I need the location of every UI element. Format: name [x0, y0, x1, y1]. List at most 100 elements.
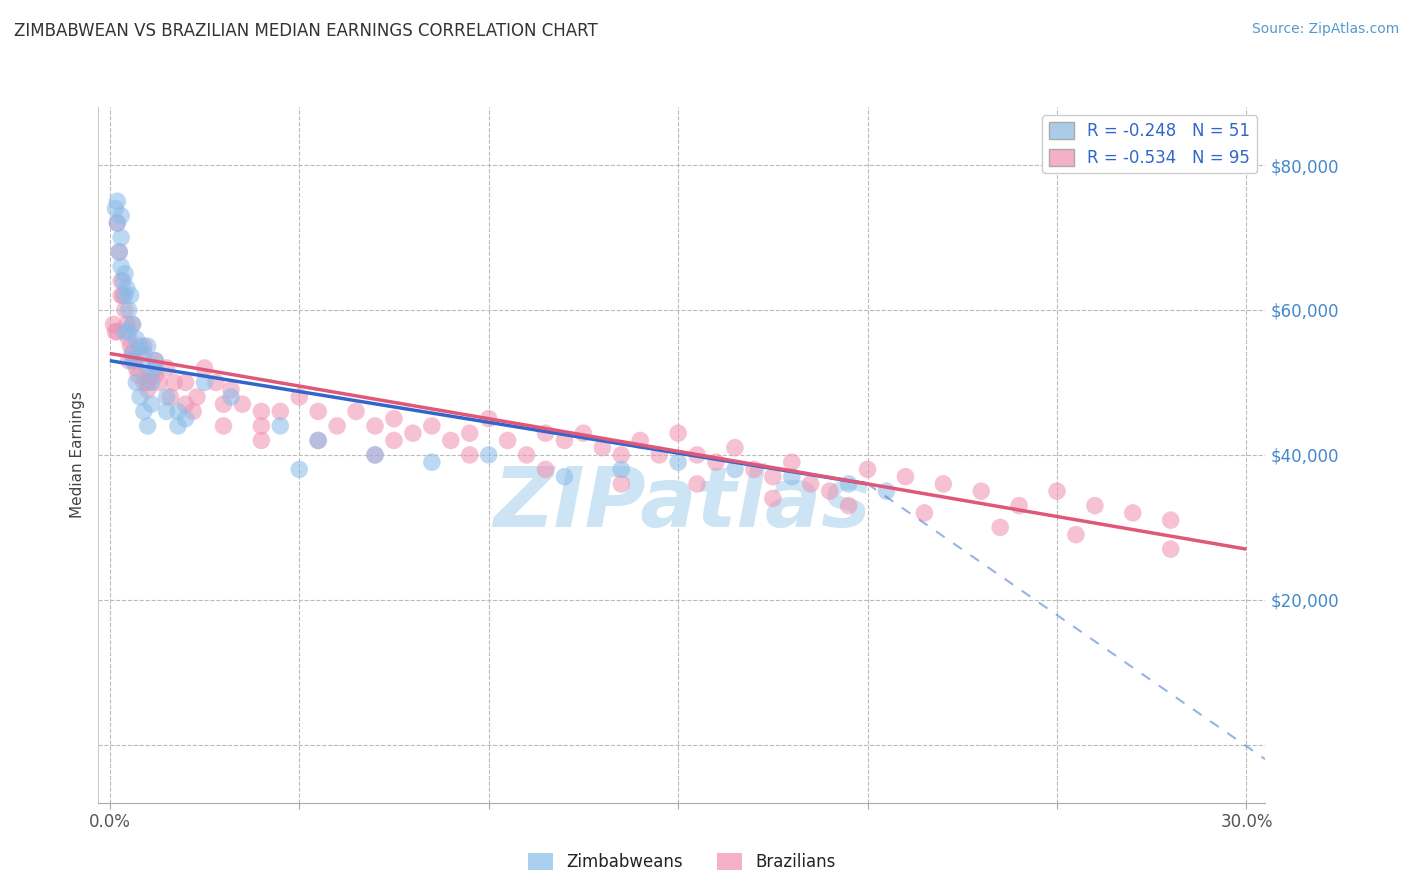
Point	[762, 469, 785, 483]
Point	[143, 353, 166, 368]
Point	[610, 448, 633, 462]
Point	[440, 434, 463, 448]
Point	[988, 520, 1011, 534]
Point	[129, 390, 152, 404]
Point	[648, 448, 671, 462]
Point	[250, 419, 273, 434]
Point	[666, 426, 689, 441]
Point	[104, 202, 127, 216]
Point	[167, 404, 190, 418]
Point	[174, 376, 197, 390]
Point	[118, 332, 141, 346]
Point	[193, 376, 215, 390]
Point	[125, 376, 148, 390]
Point	[780, 455, 803, 469]
Point	[1122, 506, 1144, 520]
Point	[742, 462, 765, 476]
Point	[118, 353, 141, 368]
Point	[326, 419, 349, 434]
Point	[572, 426, 595, 441]
Point	[174, 397, 197, 411]
Point	[666, 455, 689, 469]
Point	[762, 491, 785, 506]
Point	[110, 274, 132, 288]
Point	[104, 325, 127, 339]
Point	[478, 448, 501, 462]
Point	[114, 325, 136, 339]
Point	[136, 419, 159, 434]
Point	[110, 260, 132, 274]
Point	[163, 376, 186, 390]
Point	[120, 339, 142, 353]
Point	[478, 411, 501, 425]
Point	[136, 361, 159, 376]
Point	[156, 404, 179, 418]
Point	[108, 244, 131, 259]
Point	[1160, 513, 1182, 527]
Point	[156, 390, 179, 404]
Point	[115, 318, 138, 332]
Point	[110, 209, 132, 223]
Point	[553, 434, 575, 448]
Point	[288, 390, 311, 404]
Point	[420, 455, 443, 469]
Point	[212, 419, 235, 434]
Point	[496, 434, 519, 448]
Point	[132, 376, 155, 390]
Point	[382, 434, 405, 448]
Point	[780, 469, 803, 483]
Point	[1008, 499, 1031, 513]
Point	[127, 368, 149, 383]
Point	[121, 318, 143, 332]
Point	[724, 441, 747, 455]
Point	[894, 469, 917, 483]
Point	[912, 506, 935, 520]
Point	[364, 448, 387, 462]
Point	[110, 230, 132, 244]
Point	[121, 353, 143, 368]
Point	[219, 390, 242, 404]
Point	[1160, 542, 1182, 557]
Point	[181, 404, 204, 418]
Point	[120, 288, 142, 302]
Point	[932, 476, 955, 491]
Legend: Zimbabweans, Brazilians: Zimbabweans, Brazilians	[522, 847, 842, 878]
Point	[156, 361, 179, 376]
Point	[124, 353, 146, 368]
Point	[800, 476, 823, 491]
Point	[1046, 484, 1069, 499]
Point	[141, 376, 163, 390]
Point	[231, 397, 253, 411]
Y-axis label: Median Earnings: Median Earnings	[70, 392, 86, 518]
Point	[103, 318, 125, 332]
Point	[105, 325, 128, 339]
Point	[382, 411, 405, 425]
Point	[364, 448, 387, 462]
Point	[118, 325, 141, 339]
Point	[212, 397, 235, 411]
Point	[534, 462, 557, 476]
Point	[205, 376, 228, 390]
Point	[686, 476, 709, 491]
Point	[110, 288, 132, 302]
Point	[114, 303, 136, 318]
Point	[148, 376, 170, 390]
Point	[970, 484, 993, 499]
Point	[129, 339, 152, 353]
Point	[136, 376, 159, 390]
Point	[686, 448, 709, 462]
Point	[553, 469, 575, 483]
Point	[402, 426, 425, 441]
Point	[105, 216, 128, 230]
Point	[132, 404, 155, 418]
Point	[174, 411, 197, 425]
Point	[125, 361, 148, 376]
Point	[186, 390, 208, 404]
Point	[856, 462, 879, 476]
Point	[724, 462, 747, 476]
Point	[112, 274, 135, 288]
Point	[307, 404, 329, 418]
Point	[288, 462, 311, 476]
Text: Source: ZipAtlas.com: Source: ZipAtlas.com	[1251, 22, 1399, 37]
Text: ZIMBABWEAN VS BRAZILIAN MEDIAN EARNINGS CORRELATION CHART: ZIMBABWEAN VS BRAZILIAN MEDIAN EARNINGS …	[14, 22, 598, 40]
